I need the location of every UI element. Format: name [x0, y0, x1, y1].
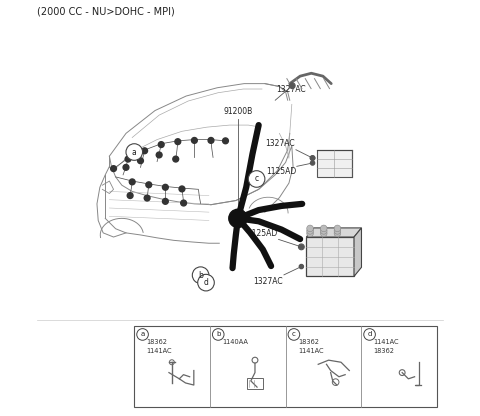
Text: 91200B: 91200B — [223, 106, 252, 116]
Circle shape — [223, 138, 228, 144]
Circle shape — [334, 230, 341, 237]
Bar — [317, 150, 352, 177]
Text: 1141AC: 1141AC — [374, 339, 399, 345]
Circle shape — [175, 139, 180, 145]
Circle shape — [111, 166, 117, 171]
Circle shape — [179, 186, 185, 192]
Text: 1125AD: 1125AD — [247, 229, 277, 238]
Circle shape — [146, 182, 152, 188]
Circle shape — [229, 209, 247, 228]
Circle shape — [162, 198, 168, 204]
Circle shape — [248, 171, 265, 187]
Circle shape — [162, 184, 168, 190]
Circle shape — [307, 228, 313, 234]
Circle shape — [334, 228, 341, 234]
Circle shape — [192, 138, 197, 144]
Circle shape — [156, 152, 162, 158]
Circle shape — [138, 158, 144, 163]
Circle shape — [144, 195, 150, 201]
Text: c: c — [292, 332, 296, 337]
Circle shape — [129, 179, 135, 185]
Text: 1327AC: 1327AC — [276, 85, 306, 94]
Text: a: a — [132, 148, 137, 156]
Text: 1141AC: 1141AC — [298, 348, 324, 354]
Text: d: d — [367, 332, 372, 337]
Circle shape — [321, 225, 327, 232]
Bar — [247, 378, 263, 389]
Circle shape — [180, 200, 187, 206]
Circle shape — [321, 230, 327, 237]
Bar — [306, 237, 354, 276]
Text: (2000 CC - NU>DOHC - MPI): (2000 CC - NU>DOHC - MPI) — [37, 7, 175, 17]
Polygon shape — [354, 228, 361, 276]
Circle shape — [288, 329, 300, 340]
Polygon shape — [306, 228, 361, 237]
Bar — [134, 326, 437, 407]
Circle shape — [321, 228, 327, 234]
Text: d: d — [204, 278, 208, 287]
Circle shape — [213, 329, 224, 340]
Text: 18362: 18362 — [298, 339, 319, 345]
Circle shape — [198, 274, 214, 291]
Circle shape — [307, 230, 313, 237]
Circle shape — [208, 138, 214, 144]
Text: 18362: 18362 — [374, 348, 395, 354]
Text: 1140AA: 1140AA — [222, 339, 248, 345]
Circle shape — [300, 245, 303, 249]
Circle shape — [137, 329, 148, 340]
Circle shape — [364, 329, 375, 340]
Circle shape — [290, 84, 294, 88]
Text: 18362: 18362 — [147, 339, 168, 345]
Circle shape — [126, 144, 143, 160]
Circle shape — [158, 142, 164, 147]
Text: b: b — [198, 271, 203, 280]
Text: a: a — [141, 332, 144, 337]
Circle shape — [311, 161, 314, 165]
Circle shape — [123, 164, 129, 170]
Text: 1125AD: 1125AD — [266, 167, 296, 176]
Circle shape — [192, 267, 209, 283]
Circle shape — [311, 156, 314, 160]
Text: c: c — [254, 174, 259, 183]
Circle shape — [334, 225, 341, 232]
Circle shape — [300, 265, 303, 269]
Text: 1327AC: 1327AC — [253, 277, 283, 285]
Text: 1327AC: 1327AC — [265, 139, 295, 148]
Text: b: b — [216, 332, 220, 337]
Text: 1141AC: 1141AC — [147, 348, 172, 354]
Circle shape — [127, 193, 133, 198]
Circle shape — [173, 156, 179, 162]
Circle shape — [307, 225, 313, 232]
Circle shape — [142, 148, 147, 154]
Circle shape — [125, 156, 131, 162]
